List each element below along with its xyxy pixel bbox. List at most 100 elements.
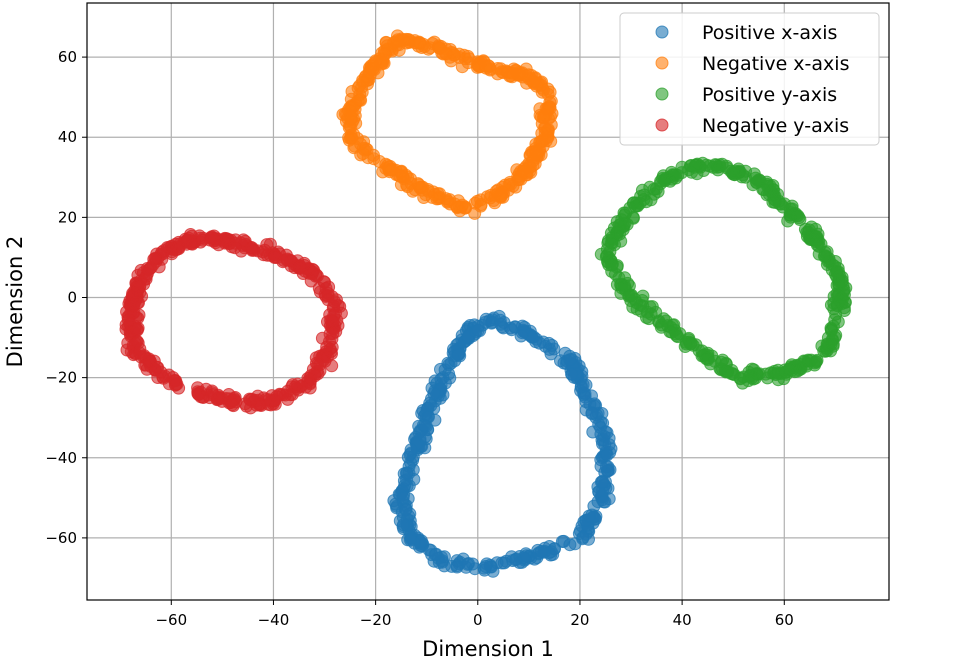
legend-box <box>619 12 880 146</box>
series-negative-x-axis <box>336 29 559 220</box>
data-point <box>304 274 318 288</box>
data-point <box>615 213 629 227</box>
data-point <box>404 443 418 457</box>
data-point <box>563 353 577 367</box>
data-point <box>455 198 469 212</box>
x-axis-ticks: −60 −40 −20 0 20 40 60 <box>155 600 794 629</box>
data-point <box>281 392 295 406</box>
data-point <box>519 69 533 83</box>
data-point <box>628 292 642 306</box>
data-points <box>119 29 853 578</box>
data-point <box>131 268 145 282</box>
y-tick-label: 0 <box>67 288 77 306</box>
x-tick-label: 0 <box>473 611 483 629</box>
data-point <box>432 41 446 55</box>
x-tick-label: 60 <box>775 611 794 629</box>
data-point <box>547 542 561 556</box>
data-point <box>292 261 306 275</box>
data-point <box>747 167 761 181</box>
data-point <box>530 145 544 159</box>
data-point <box>245 241 259 255</box>
data-point <box>424 399 438 413</box>
data-point <box>535 126 549 140</box>
data-point <box>170 377 184 391</box>
data-point <box>579 378 593 392</box>
legend-marker <box>655 87 669 101</box>
data-point <box>585 406 599 420</box>
data-point <box>645 300 659 314</box>
data-point <box>576 530 590 544</box>
data-point <box>637 193 651 206</box>
data-point <box>400 466 414 480</box>
data-point <box>342 121 356 135</box>
data-point <box>121 313 135 327</box>
data-point <box>396 491 410 505</box>
data-point <box>199 382 213 396</box>
data-point <box>142 352 156 366</box>
data-point <box>127 298 141 312</box>
data-point <box>565 367 579 381</box>
data-point <box>543 85 557 99</box>
legend-label: Negative x-axis <box>702 53 849 75</box>
y-axis-label: Dimension 2 <box>3 236 27 368</box>
data-point <box>355 85 369 99</box>
data-point <box>545 338 559 352</box>
data-point <box>817 249 831 263</box>
data-point <box>196 233 210 247</box>
data-point <box>451 348 465 362</box>
data-point <box>819 344 833 358</box>
data-point <box>494 189 508 203</box>
data-point <box>623 201 637 215</box>
data-point <box>291 377 304 391</box>
data-point <box>320 340 334 354</box>
data-point <box>396 518 410 532</box>
data-point <box>791 209 805 223</box>
data-point <box>428 548 442 561</box>
x-tick-label: −40 <box>258 611 290 629</box>
data-point <box>154 365 168 379</box>
data-point <box>148 251 162 265</box>
x-tick-label: 40 <box>673 611 692 629</box>
data-point <box>600 426 614 440</box>
data-point <box>425 190 439 204</box>
data-point <box>745 371 759 385</box>
y-tick-label: −40 <box>45 449 77 467</box>
legend-marker <box>655 25 669 39</box>
data-point <box>654 320 668 334</box>
data-point <box>461 557 475 571</box>
data-point <box>418 430 432 444</box>
data-point <box>343 104 357 118</box>
y-tick-label: 60 <box>58 48 77 66</box>
x-tick-label: −20 <box>360 611 392 629</box>
data-point <box>710 158 723 172</box>
data-point <box>506 554 520 567</box>
plot-frame <box>86 2 890 601</box>
data-point <box>831 261 845 275</box>
data-point <box>276 255 290 269</box>
y-tick-label: −20 <box>45 369 77 387</box>
data-point <box>828 313 842 327</box>
data-point <box>668 168 682 182</box>
data-point <box>236 233 250 247</box>
data-point <box>771 367 785 380</box>
data-point <box>582 509 596 523</box>
data-point <box>687 160 701 174</box>
data-point <box>225 398 239 412</box>
data-point <box>502 178 516 192</box>
legend-label: Negative y-axis <box>702 115 849 137</box>
series-positive-x-axis <box>387 309 618 578</box>
data-point <box>505 323 519 337</box>
data-point <box>371 66 385 80</box>
data-point <box>397 33 411 47</box>
data-point <box>381 42 394 56</box>
data-point <box>482 60 496 73</box>
data-point <box>534 544 548 558</box>
data-point <box>501 65 515 79</box>
data-point <box>613 227 626 241</box>
data-point <box>130 322 144 336</box>
data-point <box>418 419 432 433</box>
x-tick-label: −60 <box>155 611 187 629</box>
data-point <box>448 48 461 62</box>
data-point <box>809 230 823 244</box>
